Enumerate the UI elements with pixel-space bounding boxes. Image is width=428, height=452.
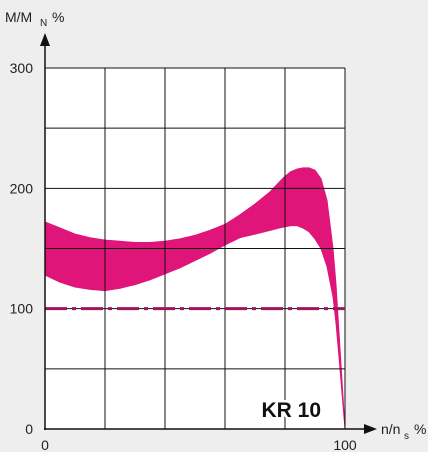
y-axis-unit: %	[52, 9, 64, 25]
y-axis-label: M/M	[5, 9, 32, 25]
band-layer	[44, 167, 346, 430]
x-axis-arrow	[364, 424, 377, 434]
y-tick-label: 100	[10, 301, 34, 317]
y-tick-label: 200	[10, 180, 34, 196]
band-label: KR 10	[261, 399, 321, 422]
y-axis-arrow	[40, 33, 50, 46]
x-axis-label-subscript: s	[404, 431, 409, 442]
y-axis-label-subscript: N	[40, 18, 47, 29]
x-tick-label: 100	[333, 437, 357, 452]
y-tick-label: 0	[25, 421, 33, 437]
y-tick-label: 300	[10, 60, 34, 76]
axis-layer	[40, 33, 377, 434]
x-axis-label: n/n	[381, 421, 400, 437]
x-axis-unit: %	[414, 421, 426, 437]
x-tick-label: 0	[41, 437, 49, 452]
text-layer: 0 100 200 300 0 100 M/M N % n/n s % KR 10	[5, 9, 426, 452]
torque-band-0	[44, 167, 346, 430]
